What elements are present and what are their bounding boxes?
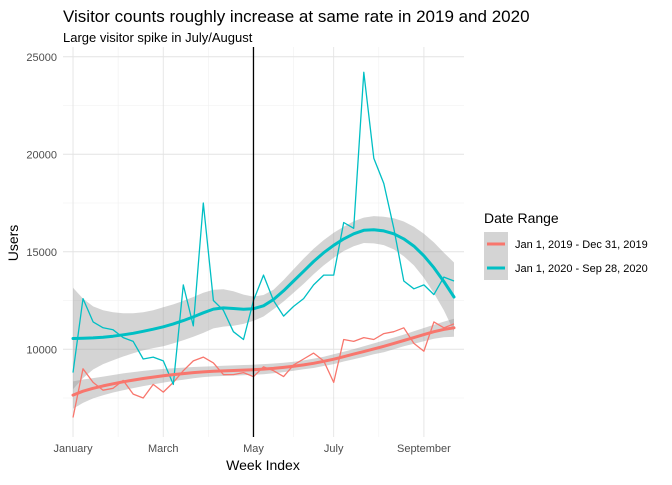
legend-label: Jan 1, 2019 - Dec 31, 2019 <box>515 239 648 251</box>
confidence-bands <box>73 216 454 409</box>
x-tick-label: September <box>397 443 451 455</box>
x-tick-label: January <box>53 443 93 455</box>
series-line-1 <box>72 71 455 386</box>
chart-title: Visitor counts roughly increase at same … <box>63 7 530 26</box>
tick-labels: January March May July September 10000 15000 20… <box>26 52 451 455</box>
legend-label: Jan 1, 2020 - Sep 28, 2020 <box>515 263 648 275</box>
x-tick-label: March <box>148 443 179 455</box>
chart-subtitle: Large visitor spike in July/August <box>63 30 253 45</box>
data-lines <box>72 71 455 418</box>
x-axis-title: Week Index <box>226 457 300 473</box>
y-tick-label: 25000 <box>26 52 57 64</box>
trend-line-1 <box>71 228 456 340</box>
confidence-band-1 <box>73 216 454 390</box>
trend-lines <box>71 228 456 397</box>
y-axis-title: Users <box>5 225 21 262</box>
y-tick-label: 10000 <box>26 344 57 356</box>
legend-title: Date Range <box>484 210 559 226</box>
series-line-0 <box>72 321 455 418</box>
x-tick-label: May <box>243 443 264 455</box>
trend-line-0 <box>71 326 456 397</box>
x-tick-label: July <box>324 443 344 455</box>
y-tick-label: 15000 <box>26 247 57 259</box>
y-tick-label: 20000 <box>26 149 57 161</box>
legend-items: Jan 1, 2019 - Dec 31, 2019 Jan 1, 2020 - … <box>484 232 648 280</box>
legend: Date Range Jan 1, 2019 - Dec 31, 2019Jan… <box>484 210 648 280</box>
